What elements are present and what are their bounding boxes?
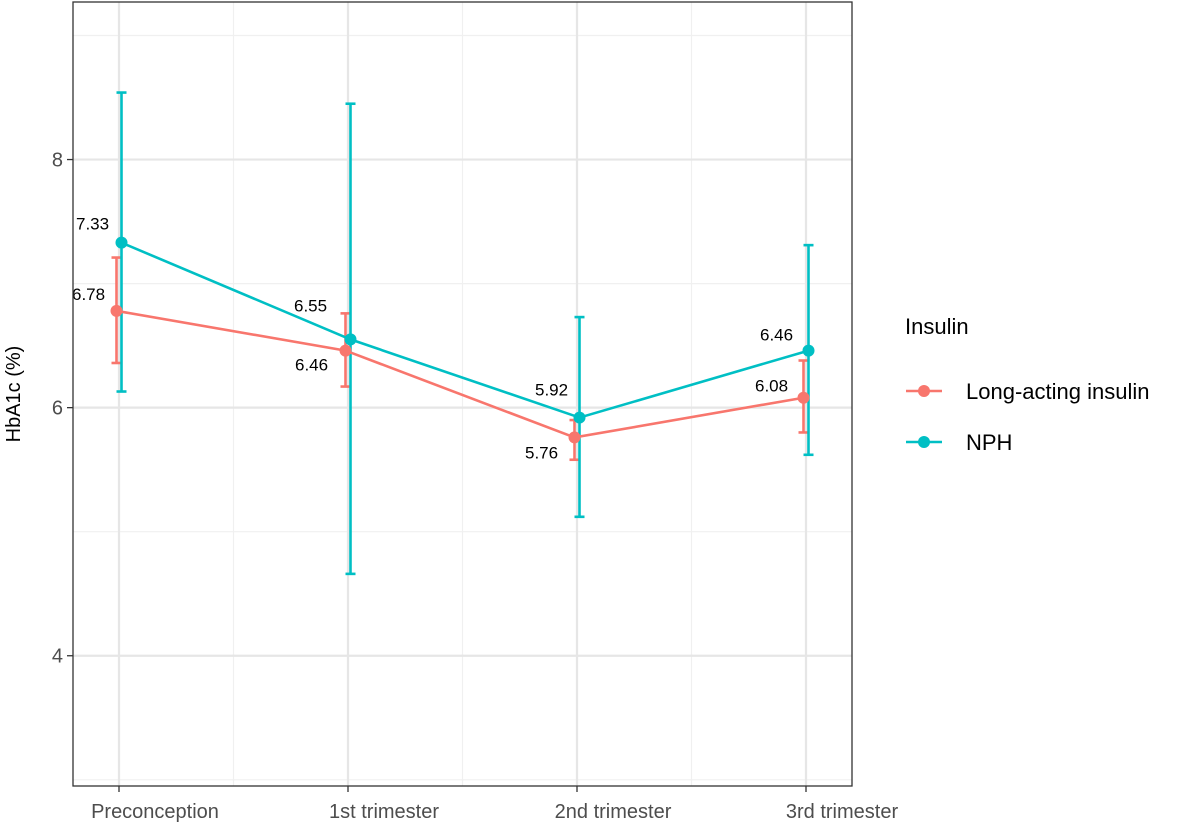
legend: Insulin Long-acting insulin NPH (905, 314, 1149, 455)
series-lines (116, 241, 809, 439)
data-labels: 6.78 6.46 5.76 6.08 7.33 6.55 5.92 6.46 (72, 215, 793, 463)
data-label: 7.33 (76, 215, 109, 234)
x-tick-label: Preconception (91, 801, 219, 823)
legend-item: Long-acting insulin (906, 379, 1149, 404)
legend-item: NPH (906, 430, 1012, 455)
series-points (110, 236, 815, 444)
series-line (120, 241, 809, 419)
data-point (797, 391, 810, 404)
legend-title: Insulin (905, 314, 969, 339)
data-label: 6.55 (294, 296, 327, 315)
data-point (115, 236, 128, 249)
legend-items: Long-acting insulin NPH (906, 379, 1149, 455)
series-line (116, 309, 804, 439)
x-tick-label: 2nd trimester (555, 801, 672, 823)
panel-border (72, 1, 853, 787)
data-label: 6.46 (295, 356, 328, 375)
data-label: 5.76 (525, 443, 558, 462)
data-label: 5.92 (535, 381, 568, 400)
x-axis: Preconception 1st trimester 2nd trimester 3… (91, 786, 898, 823)
x-tick-label: 3rd trimester (786, 801, 899, 823)
data-label: 6.46 (760, 326, 793, 345)
data-point (802, 344, 815, 357)
data-point (344, 333, 357, 346)
y-tick-label: 8 (52, 150, 63, 172)
legend-label: NPH (966, 430, 1012, 455)
legend-label: Long-acting insulin (966, 379, 1149, 404)
legend-point-swatch (918, 436, 930, 448)
data-point (568, 431, 581, 444)
data-point (573, 411, 586, 424)
data-point (110, 304, 123, 317)
data-label: 6.08 (755, 377, 788, 396)
y-axis-title: HbA1c (%) (3, 346, 25, 443)
y-tick-label: 6 (52, 398, 63, 420)
x-tick-label: 1st trimester (329, 801, 439, 823)
data-point (339, 344, 352, 357)
data-label: 6.78 (72, 285, 105, 304)
y-axis: 4 6 8 (52, 150, 73, 668)
y-tick-label: 4 (52, 646, 63, 668)
legend-point-swatch (918, 385, 930, 397)
